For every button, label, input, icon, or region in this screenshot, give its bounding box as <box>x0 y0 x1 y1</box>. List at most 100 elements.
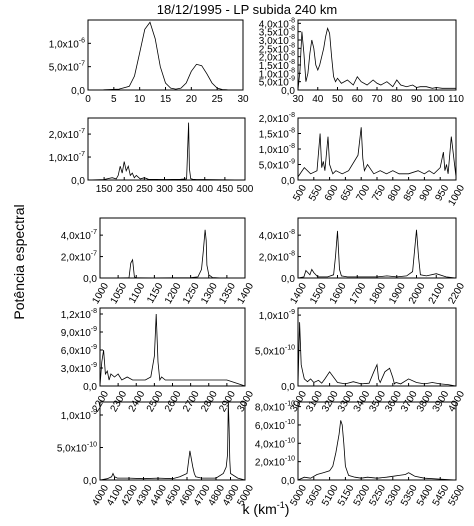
y-tick-label: 6,0x10-10 <box>255 419 295 432</box>
y-tick-label: 2,0x10-7 <box>61 251 97 264</box>
y-axis-label: Potência espectral <box>11 204 27 319</box>
x-tick-label: 90 <box>411 94 423 105</box>
y-tick-label: 0,0 <box>281 176 295 187</box>
x-tick-label: 2300 <box>109 389 130 414</box>
y-tick-label: 5,0x10-7 <box>49 61 85 74</box>
y-tick-label: 2,5x10-8 <box>259 42 295 55</box>
x-tick-label: 1700 <box>348 281 369 306</box>
x-tick-label: 40 <box>312 94 324 105</box>
x-tick-label: 1250 <box>181 281 202 306</box>
y-tick-label: 4,0x10-10 <box>255 437 295 450</box>
y-tick-label: 5,0x10-9 <box>259 76 295 89</box>
y-tick-label: 2,0x10-8 <box>259 251 295 264</box>
x-tick-label: 110 <box>448 94 464 105</box>
x-tick-label: 200 <box>116 184 133 195</box>
series-line <box>99 313 246 387</box>
x-axis-label-close: ) <box>285 501 290 517</box>
x-tick-label: 30 <box>237 94 249 105</box>
x-tick-label: 1800 <box>367 281 388 306</box>
series-line <box>99 401 246 481</box>
x-tick-label: 1500 <box>308 281 329 306</box>
y-tick-label: 1,0x10-9 <box>61 409 97 422</box>
y-tick-label: 2,0x10-8 <box>259 112 295 125</box>
panel-5: 1000105011001150120012501300135014000,02… <box>61 217 256 306</box>
y-tick-label: 5,0x10-9 <box>259 159 295 172</box>
x-tick-label: 850 <box>402 183 420 203</box>
y-tick-label: 1,5x10-8 <box>259 59 295 72</box>
y-tick-label: 1,0x10-7 <box>49 151 85 164</box>
x-tick-label: 450 <box>217 184 234 195</box>
x-axis-label-exponent: -1 <box>277 500 285 510</box>
x-tick-label: 1050 <box>109 281 130 306</box>
y-tick-label: 1,0x10-9 <box>259 309 295 322</box>
x-tick-label: 1000 <box>446 183 467 208</box>
x-tick-label: 70 <box>371 94 383 105</box>
x-tick-label: 2200 <box>446 281 467 306</box>
y-tick-label: 3,5x10-8 <box>259 26 295 39</box>
x-tick-label: 2800 <box>199 389 220 414</box>
series-line <box>87 21 244 91</box>
y-tick-label: 9,0x10-9 <box>61 326 97 339</box>
y-tick-label: 1,2x10-8 <box>61 308 97 321</box>
x-tick-label: 800 <box>386 183 404 203</box>
y-tick-label: 2,0x10-8 <box>259 51 295 64</box>
series-line <box>297 322 457 387</box>
x-axis-label-main: k (km <box>243 501 277 517</box>
x-tick-label: 2700 <box>181 389 202 414</box>
panel-frame <box>297 307 457 387</box>
y-tick-label: 0,0 <box>281 382 295 393</box>
y-tick-label: 1,0x10-8 <box>259 143 295 156</box>
y-tick-label: 0,0 <box>281 476 295 487</box>
y-tick-label: 0,0 <box>71 86 85 97</box>
panel-9: 4000410042004300440045004600470048004900… <box>57 401 256 508</box>
x-tick-label: 2600 <box>163 389 184 414</box>
x-tick-label: 750 <box>370 183 388 203</box>
y-tick-label: 2,0x10-7 <box>49 128 85 141</box>
x-tick-label: 15 <box>160 94 172 105</box>
series-line <box>297 229 457 279</box>
series-line <box>99 229 246 279</box>
panel-8: 3000310032003300340035003600370038003900… <box>255 307 467 414</box>
x-tick-label: 2000 <box>407 281 428 306</box>
series-line <box>297 127 457 178</box>
x-tick-label: 1100 <box>127 281 147 306</box>
y-tick-label: 3,0x10-8 <box>259 34 295 47</box>
panel-frame <box>99 217 246 279</box>
y-tick-label: 8,0x10-10 <box>255 401 295 414</box>
x-tick-label: 2400 <box>127 389 148 414</box>
y-tick-label: 4,0x10-8 <box>259 17 295 30</box>
y-tick-label: 1,0x10-6 <box>49 37 85 50</box>
x-tick-label: 1400 <box>235 281 256 306</box>
x-tick-label: 3000 <box>235 389 256 414</box>
panel-10: 5000505051005150520052505300535054005450… <box>255 401 468 508</box>
panel-frame <box>87 19 244 91</box>
x-tick-label: 4000 <box>446 389 467 414</box>
x-tick-label: 1600 <box>328 281 349 306</box>
x-tick-label: 2500 <box>145 389 166 414</box>
y-tick-label: 3,0x10-9 <box>61 362 97 375</box>
y-tick-label: 1,5x10-8 <box>259 128 295 141</box>
y-tick-label: 0,0 <box>83 382 97 393</box>
panel-3: 150 200 250 300 350 400 450 500 0,0 1,0x10-7 2,0x1… <box>49 117 254 195</box>
panel-2: 30 40 50 60 70 80 90 100 110 0,05,0x10-91,0x10-81… <box>259 17 465 105</box>
y-tick-label: 4,0x10-7 <box>61 229 97 242</box>
x-tick-label: 1150 <box>145 281 165 306</box>
y-tick-label: 0,0 <box>83 476 97 487</box>
x-tick-label: 10 <box>134 94 146 105</box>
panel-frame <box>87 117 246 181</box>
x-tick-label: 100 <box>428 94 445 105</box>
x-tick-label: 150 <box>96 184 113 195</box>
x-tick-label: 1350 <box>217 281 238 306</box>
panel-4: 50055060065070075080085090095010000,05,0… <box>259 112 468 208</box>
x-tick-label: 700 <box>354 183 372 203</box>
x-tick-label: 250 <box>136 184 153 195</box>
x-tick-label: 20 <box>186 94 198 105</box>
y-tick-label: 0,0 <box>281 86 295 97</box>
x-tick-label: 300 <box>156 184 173 195</box>
x-tick-label: 900 <box>418 183 436 203</box>
panel-6: 1400 1500 1600 1700 1800 1900 2000 2100 22000,02… <box>259 217 467 306</box>
y-tick-label: 0,0 <box>71 176 85 187</box>
x-tick-label: 25 <box>212 94 224 105</box>
x-tick-label: 600 <box>323 183 341 203</box>
